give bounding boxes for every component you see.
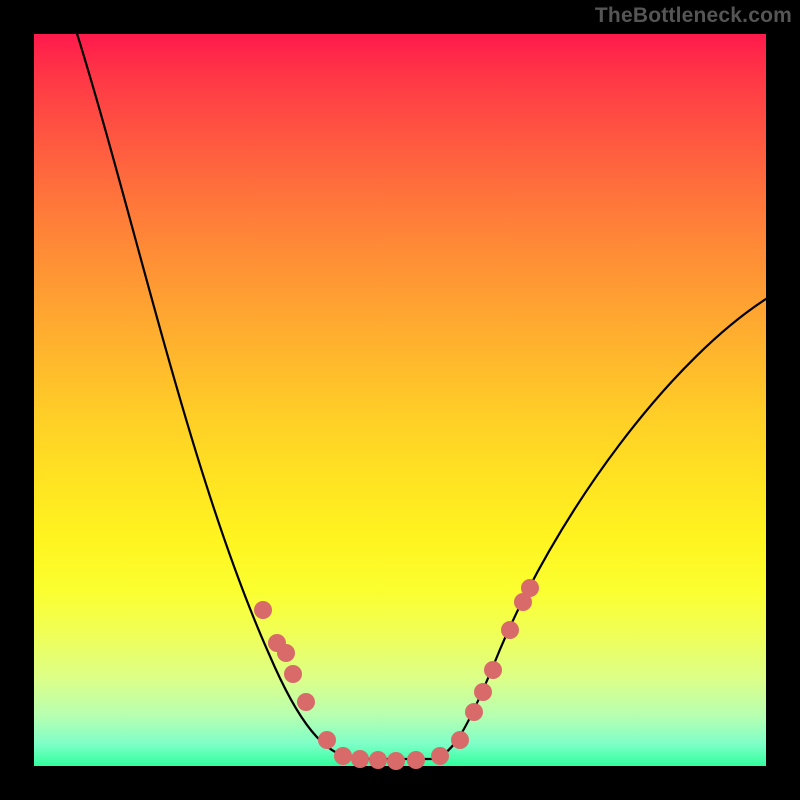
data-point <box>334 747 352 765</box>
data-point <box>474 683 492 701</box>
data-point <box>407 751 425 769</box>
data-point <box>254 601 272 619</box>
data-point <box>351 750 369 768</box>
data-point <box>318 731 336 749</box>
data-point <box>465 703 483 721</box>
data-point <box>431 747 449 765</box>
data-point <box>387 752 405 770</box>
data-point <box>277 644 295 662</box>
watermark-text: TheBottleneck.com <box>595 4 792 28</box>
data-point <box>484 661 502 679</box>
data-point <box>369 751 387 769</box>
bottleneck-curve <box>74 34 766 759</box>
data-point <box>501 621 519 639</box>
data-point <box>297 693 315 711</box>
data-point <box>451 731 469 749</box>
data-point <box>284 665 302 683</box>
data-point <box>521 579 539 597</box>
curve-svg <box>34 34 766 766</box>
plot-background <box>34 34 766 766</box>
